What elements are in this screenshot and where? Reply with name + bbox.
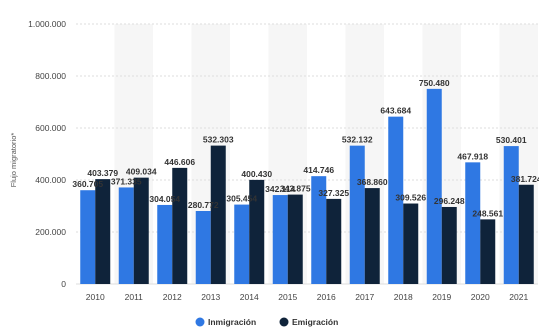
bar-inmigración: [272, 195, 288, 284]
y-tick-label: 1.000.000: [28, 19, 66, 29]
data-label: 327.325: [318, 188, 349, 198]
bar-emigración: [133, 177, 149, 284]
bar-inmigración: [426, 88, 442, 284]
data-label: 409.034: [126, 167, 157, 177]
legend-label: Inmigración: [208, 317, 256, 327]
bar-emigración: [364, 188, 380, 284]
bar-emigración: [480, 219, 496, 284]
bar-inmigración: [118, 187, 134, 284]
x-tick-label: 2018: [394, 292, 413, 302]
bar-emigración: [326, 198, 342, 284]
x-tick-label: 2013: [201, 292, 220, 302]
x-tick-label: 2011: [125, 292, 144, 302]
data-label: 532.303: [203, 135, 234, 145]
x-tick-label: 2017: [355, 292, 374, 302]
legend-marker: [195, 317, 205, 327]
data-label: 530.401: [496, 135, 527, 145]
data-label: 305.454: [226, 194, 257, 204]
x-axis-ticks: 2010 2011 2012 2013 2014 2015 2016 2017 2018 2019…: [86, 292, 529, 302]
y-axis-label: Flujo migratorio*: [9, 133, 18, 188]
gridlines: [76, 23, 538, 285]
bar-inmigración: [157, 204, 173, 284]
y-tick-label: 600.000: [35, 123, 66, 133]
x-tick-label: 2021: [509, 292, 528, 302]
y-axis-ticks: 0 200.000 400.000 600.000 800.000 1.000.000: [28, 19, 66, 289]
bar-inmigración: [234, 204, 250, 284]
data-label: 280.772: [188, 200, 219, 210]
legend-label: Emigración: [292, 317, 338, 327]
x-tick-label: 2020: [471, 292, 490, 302]
bar-inmigración: [388, 116, 404, 285]
bar-emigración: [403, 203, 419, 284]
bar-inmigración: [465, 162, 481, 284]
y-tick-label: 800.000: [35, 71, 66, 81]
data-label: 750.480: [419, 78, 450, 88]
bar-emigración: [210, 145, 226, 284]
data-label: 467.918: [457, 151, 488, 161]
bar-inmigración: [349, 145, 365, 284]
data-label: 381.724: [511, 174, 539, 184]
y-tick-label: 400.000: [35, 175, 66, 185]
legend-marker: [279, 317, 289, 327]
bar-emigración: [249, 179, 265, 284]
y-tick-label: 200.000: [35, 227, 66, 237]
x-tick-label: 2016: [317, 292, 336, 302]
x-tick-label: 2012: [163, 292, 182, 302]
bar-inmigración: [503, 146, 519, 284]
legend: Inmigración Emigración: [195, 317, 338, 327]
bar-inmigración: [80, 190, 96, 284]
x-tick-label: 2014: [240, 292, 259, 302]
data-label: 342.114: [265, 184, 296, 194]
data-label: 403.379: [87, 168, 118, 178]
data-label: 446.606: [164, 157, 195, 167]
data-label: 532.132: [342, 135, 373, 145]
data-label: 371.335: [111, 176, 142, 186]
x-tick-label: 2019: [432, 292, 451, 302]
data-label: 400.430: [241, 169, 272, 179]
bar-emigración: [441, 206, 457, 284]
bar-emigración: [172, 167, 188, 284]
bar-emigración: [518, 184, 534, 284]
bar-emigración: [95, 179, 111, 284]
data-label: 309.526: [395, 193, 426, 203]
data-label: 414.746: [303, 165, 334, 175]
bar-emigración: [287, 194, 303, 284]
data-label: 248.561: [472, 208, 503, 218]
data-label: 643.684: [380, 106, 411, 116]
bars: [80, 88, 534, 285]
bar-inmigración: [311, 176, 327, 284]
x-tick-label: 2010: [86, 292, 105, 302]
bar-inmigración: [195, 210, 211, 284]
data-label: 368.860: [357, 177, 388, 187]
data-label: 343.875: [280, 184, 311, 194]
y-tick-label: 0: [61, 279, 66, 289]
data-label: 296.248: [434, 196, 465, 206]
data-label: 304.054: [149, 194, 180, 204]
data-label: 360.705: [72, 179, 103, 189]
x-tick-label: 2015: [278, 292, 297, 302]
